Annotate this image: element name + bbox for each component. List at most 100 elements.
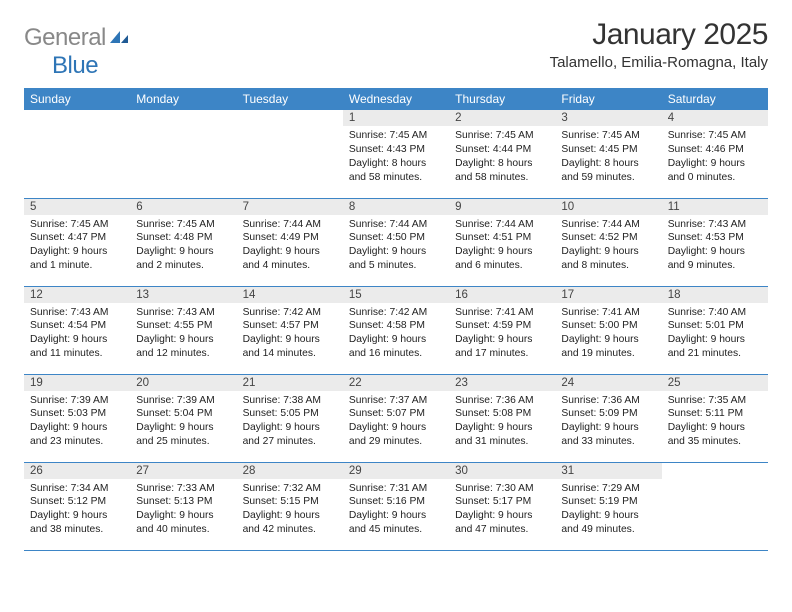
day-number: 17 [555, 287, 661, 303]
day-info: Sunrise: 7:40 AMSunset: 5:01 PMDaylight:… [662, 303, 768, 362]
empty-day [130, 110, 236, 128]
day-cell: 10Sunrise: 7:44 AMSunset: 4:52 PMDayligh… [555, 198, 661, 286]
day-cell: 4Sunrise: 7:45 AMSunset: 4:46 PMDaylight… [662, 110, 768, 198]
day-info: Sunrise: 7:36 AMSunset: 5:09 PMDaylight:… [555, 391, 661, 450]
day-number: 9 [449, 199, 555, 215]
day-cell: 26Sunrise: 7:34 AMSunset: 5:12 PMDayligh… [24, 462, 130, 550]
day-number: 24 [555, 375, 661, 391]
weekday-header: Saturday [662, 88, 768, 110]
week-row: 26Sunrise: 7:34 AMSunset: 5:12 PMDayligh… [24, 462, 768, 550]
day-number: 1 [343, 110, 449, 126]
day-cell: 9Sunrise: 7:44 AMSunset: 4:51 PMDaylight… [449, 198, 555, 286]
weekday-header: Monday [130, 88, 236, 110]
day-cell [662, 462, 768, 550]
week-row: 5Sunrise: 7:45 AMSunset: 4:47 PMDaylight… [24, 198, 768, 286]
day-number: 11 [662, 199, 768, 215]
empty-day [662, 463, 768, 481]
day-cell: 5Sunrise: 7:45 AMSunset: 4:47 PMDaylight… [24, 198, 130, 286]
day-cell [130, 110, 236, 198]
day-info: Sunrise: 7:45 AMSunset: 4:48 PMDaylight:… [130, 215, 236, 274]
day-info: Sunrise: 7:43 AMSunset: 4:54 PMDaylight:… [24, 303, 130, 362]
day-cell: 27Sunrise: 7:33 AMSunset: 5:13 PMDayligh… [130, 462, 236, 550]
day-info: Sunrise: 7:44 AMSunset: 4:49 PMDaylight:… [237, 215, 343, 274]
day-number: 6 [130, 199, 236, 215]
week-row: 12Sunrise: 7:43 AMSunset: 4:54 PMDayligh… [24, 286, 768, 374]
calendar-body: 1Sunrise: 7:45 AMSunset: 4:43 PMDaylight… [24, 110, 768, 550]
day-cell: 17Sunrise: 7:41 AMSunset: 5:00 PMDayligh… [555, 286, 661, 374]
logo: General Blue [24, 24, 130, 80]
day-cell: 3Sunrise: 7:45 AMSunset: 4:45 PMDaylight… [555, 110, 661, 198]
day-cell: 21Sunrise: 7:38 AMSunset: 5:05 PMDayligh… [237, 374, 343, 462]
day-info: Sunrise: 7:41 AMSunset: 5:00 PMDaylight:… [555, 303, 661, 362]
day-info: Sunrise: 7:34 AMSunset: 5:12 PMDaylight:… [24, 479, 130, 538]
page-header: General Blue January 2025 Talamello, Emi… [24, 18, 768, 80]
logo-word-gray: General [24, 24, 106, 51]
day-info: Sunrise: 7:39 AMSunset: 5:04 PMDaylight:… [130, 391, 236, 450]
day-number: 27 [130, 463, 236, 479]
day-cell: 7Sunrise: 7:44 AMSunset: 4:49 PMDaylight… [237, 198, 343, 286]
day-number: 7 [237, 199, 343, 215]
day-number: 15 [343, 287, 449, 303]
day-cell: 31Sunrise: 7:29 AMSunset: 5:19 PMDayligh… [555, 462, 661, 550]
day-number: 29 [343, 463, 449, 479]
day-number: 26 [24, 463, 130, 479]
day-cell: 13Sunrise: 7:43 AMSunset: 4:55 PMDayligh… [130, 286, 236, 374]
weekday-header: Friday [555, 88, 661, 110]
day-cell: 19Sunrise: 7:39 AMSunset: 5:03 PMDayligh… [24, 374, 130, 462]
day-number: 2 [449, 110, 555, 126]
month-title: January 2025 [550, 18, 768, 52]
day-cell: 18Sunrise: 7:40 AMSunset: 5:01 PMDayligh… [662, 286, 768, 374]
day-cell: 23Sunrise: 7:36 AMSunset: 5:08 PMDayligh… [449, 374, 555, 462]
day-number: 22 [343, 375, 449, 391]
day-number: 10 [555, 199, 661, 215]
day-cell: 25Sunrise: 7:35 AMSunset: 5:11 PMDayligh… [662, 374, 768, 462]
day-info: Sunrise: 7:37 AMSunset: 5:07 PMDaylight:… [343, 391, 449, 450]
day-number: 5 [24, 199, 130, 215]
day-info: Sunrise: 7:44 AMSunset: 4:50 PMDaylight:… [343, 215, 449, 274]
weekday-header-row: SundayMondayTuesdayWednesdayThursdayFrid… [24, 88, 768, 110]
day-cell: 14Sunrise: 7:42 AMSunset: 4:57 PMDayligh… [237, 286, 343, 374]
day-info: Sunrise: 7:44 AMSunset: 4:51 PMDaylight:… [449, 215, 555, 274]
day-info: Sunrise: 7:30 AMSunset: 5:17 PMDaylight:… [449, 479, 555, 538]
day-info: Sunrise: 7:45 AMSunset: 4:44 PMDaylight:… [449, 126, 555, 185]
header-right: January 2025 Talamello, Emilia-Romagna, … [550, 18, 768, 71]
day-info: Sunrise: 7:31 AMSunset: 5:16 PMDaylight:… [343, 479, 449, 538]
day-cell: 2Sunrise: 7:45 AMSunset: 4:44 PMDaylight… [449, 110, 555, 198]
day-cell: 20Sunrise: 7:39 AMSunset: 5:04 PMDayligh… [130, 374, 236, 462]
day-info: Sunrise: 7:29 AMSunset: 5:19 PMDaylight:… [555, 479, 661, 538]
logo-sail-icon [108, 29, 130, 50]
day-cell: 29Sunrise: 7:31 AMSunset: 5:16 PMDayligh… [343, 462, 449, 550]
day-info: Sunrise: 7:43 AMSunset: 4:53 PMDaylight:… [662, 215, 768, 274]
day-cell: 30Sunrise: 7:30 AMSunset: 5:17 PMDayligh… [449, 462, 555, 550]
day-cell: 1Sunrise: 7:45 AMSunset: 4:43 PMDaylight… [343, 110, 449, 198]
day-number: 3 [555, 110, 661, 126]
week-row: 1Sunrise: 7:45 AMSunset: 4:43 PMDaylight… [24, 110, 768, 198]
day-number: 4 [662, 110, 768, 126]
day-info: Sunrise: 7:35 AMSunset: 5:11 PMDaylight:… [662, 391, 768, 450]
weekday-header: Wednesday [343, 88, 449, 110]
day-info: Sunrise: 7:45 AMSunset: 4:47 PMDaylight:… [24, 215, 130, 274]
day-cell [24, 110, 130, 198]
day-number: 8 [343, 199, 449, 215]
week-row: 19Sunrise: 7:39 AMSunset: 5:03 PMDayligh… [24, 374, 768, 462]
day-cell: 24Sunrise: 7:36 AMSunset: 5:09 PMDayligh… [555, 374, 661, 462]
day-cell: 16Sunrise: 7:41 AMSunset: 4:59 PMDayligh… [449, 286, 555, 374]
day-number: 21 [237, 375, 343, 391]
day-number: 31 [555, 463, 661, 479]
day-number: 13 [130, 287, 236, 303]
day-cell: 22Sunrise: 7:37 AMSunset: 5:07 PMDayligh… [343, 374, 449, 462]
logo-text: General Blue [24, 24, 130, 80]
day-number: 28 [237, 463, 343, 479]
day-info: Sunrise: 7:32 AMSunset: 5:15 PMDaylight:… [237, 479, 343, 538]
day-cell: 11Sunrise: 7:43 AMSunset: 4:53 PMDayligh… [662, 198, 768, 286]
location-label: Talamello, Emilia-Romagna, Italy [550, 54, 768, 71]
day-number: 30 [449, 463, 555, 479]
day-cell: 12Sunrise: 7:43 AMSunset: 4:54 PMDayligh… [24, 286, 130, 374]
weekday-header: Tuesday [237, 88, 343, 110]
empty-day [24, 110, 130, 128]
day-number: 12 [24, 287, 130, 303]
day-cell: 6Sunrise: 7:45 AMSunset: 4:48 PMDaylight… [130, 198, 236, 286]
day-info: Sunrise: 7:42 AMSunset: 4:57 PMDaylight:… [237, 303, 343, 362]
day-info: Sunrise: 7:45 AMSunset: 4:46 PMDaylight:… [662, 126, 768, 185]
day-cell: 28Sunrise: 7:32 AMSunset: 5:15 PMDayligh… [237, 462, 343, 550]
